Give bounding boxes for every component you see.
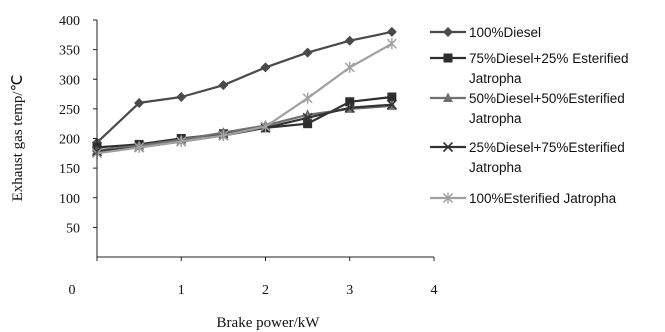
series-1	[92, 26, 397, 148]
legend-label: Jatropha	[469, 71, 522, 86]
x-tick-label: 4	[431, 283, 438, 298]
data-point-diamond	[218, 80, 229, 91]
x-tick-label: 1	[178, 283, 185, 298]
data-point-diamond	[443, 27, 453, 37]
data-point-square	[387, 92, 397, 102]
legend-label: 100%Esterified Jatropha	[469, 191, 617, 206]
legend-entry-3: 50%Diesel+50%Esterified Jatropha	[430, 91, 625, 126]
data-point-diamond	[344, 35, 355, 46]
y-tick-label: 350	[59, 44, 80, 59]
legend-label: 50%Diesel+50%Esterified	[469, 91, 625, 106]
legend-label: 100%Diesel	[469, 25, 541, 40]
y-tick-label: 150	[59, 162, 80, 177]
legend: 100%Diesel 75%Diesel+25% Esterified Jatrop…	[430, 25, 628, 206]
data-point-star	[344, 61, 355, 73]
legend-label: 25%Diesel+75%Esterified	[469, 140, 625, 155]
data-point-star	[260, 121, 271, 133]
y-axis-title: Exhaust gas temp/℃	[10, 75, 26, 202]
legend-label: Jatropha	[469, 111, 522, 126]
data-point-diamond	[176, 92, 187, 103]
y-tick-label: 50	[66, 221, 80, 236]
data-point-star	[218, 130, 229, 142]
data-point-diamond	[386, 26, 397, 37]
y-tick-label: 250	[59, 103, 80, 118]
data-point-x	[302, 112, 313, 123]
data-point-diamond	[260, 62, 271, 73]
series-layer	[91, 26, 397, 159]
series-5	[92, 38, 397, 159]
y-tick-label: 400	[59, 14, 80, 29]
data-point-x	[386, 99, 397, 110]
data-point-triangle	[443, 92, 453, 102]
data-point-square	[303, 119, 313, 129]
legend-entry-4: 25%Diesel+75%Esterified Jatropha	[430, 140, 625, 175]
data-point-diamond	[302, 47, 313, 58]
x-marker-stroke	[302, 112, 313, 123]
x-axis-title: Brake power/kW	[217, 315, 321, 331]
data-point-diamond	[134, 97, 145, 108]
x-marker-stroke	[386, 99, 397, 110]
data-point-star	[134, 141, 145, 153]
legend-label: 75%Diesel+25% Esterified	[469, 51, 628, 66]
x-tick-label: 3	[346, 283, 353, 298]
data-point-star	[443, 192, 453, 204]
y-tick-label: 200	[59, 133, 80, 148]
data-point-x	[344, 102, 355, 113]
y-tick-label: 100	[59, 192, 80, 207]
x-marker-stroke	[344, 102, 355, 113]
data-point-star	[386, 38, 397, 50]
legend-entry-2: 75%Diesel+25% Esterified Jatropha	[430, 51, 628, 86]
y-tick-label: 300	[59, 73, 80, 88]
data-point-star	[302, 92, 313, 104]
data-point-square	[345, 97, 355, 107]
series-line	[96, 30, 393, 144]
data-point-star	[176, 135, 187, 147]
axes-layer: 50 100 150 200 250 300 350 400 0 1 2 3 4	[59, 14, 438, 298]
data-point-square	[443, 53, 453, 63]
x-tick-label: 0	[69, 283, 76, 298]
legend-entry-5: 100%Esterified Jatropha	[430, 191, 617, 206]
x-marker-stroke	[442, 141, 454, 153]
legend-entry-1: 100%Diesel	[430, 25, 541, 40]
series-line	[96, 42, 393, 155]
x-tick-label: 2	[262, 283, 269, 298]
legend-label: Jatropha	[469, 160, 522, 175]
data-point-x	[442, 141, 454, 153]
